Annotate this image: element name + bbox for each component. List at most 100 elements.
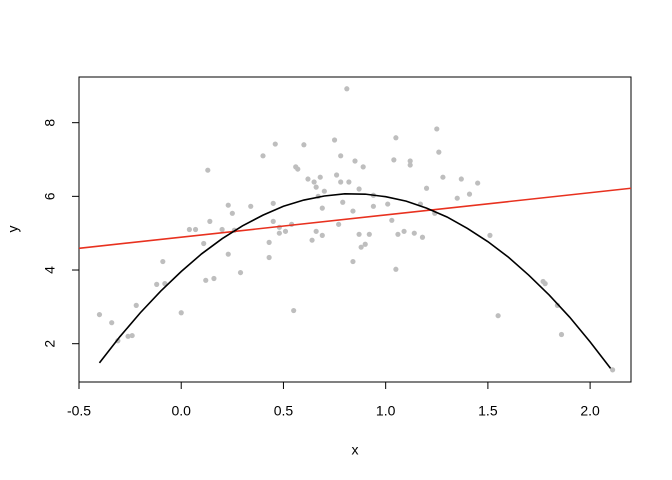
- point: [270, 200, 276, 206]
- point: [291, 307, 297, 314]
- x-tick-label: -0.5: [67, 403, 91, 419]
- point: [362, 241, 368, 247]
- point: [352, 158, 358, 164]
- point: [229, 210, 235, 216]
- point: [192, 226, 199, 233]
- point: [542, 281, 548, 287]
- point: [203, 277, 209, 283]
- point: [366, 231, 372, 237]
- point: [301, 142, 307, 148]
- point: [309, 237, 315, 243]
- point: [237, 269, 244, 276]
- point: [401, 228, 407, 234]
- point: [338, 179, 344, 185]
- point: [350, 258, 356, 265]
- point: [201, 240, 207, 247]
- point: [319, 232, 325, 238]
- point: [340, 199, 346, 205]
- point: [475, 180, 481, 186]
- point: [385, 201, 391, 207]
- x-tick-label: 0.5: [274, 403, 294, 419]
- point: [610, 367, 616, 373]
- point: [266, 239, 272, 245]
- point: [186, 226, 192, 233]
- point: [336, 221, 342, 227]
- point: [205, 167, 211, 173]
- point: [495, 313, 501, 319]
- point: [305, 176, 311, 182]
- point: [133, 302, 139, 308]
- point: [266, 254, 272, 261]
- point: [219, 226, 225, 233]
- point: [260, 153, 266, 159]
- point: [331, 137, 338, 143]
- point: [419, 234, 426, 240]
- point: [338, 153, 344, 159]
- x-tick-label: 2.0: [580, 403, 600, 419]
- point: [393, 135, 399, 141]
- point: [334, 172, 340, 178]
- fit-line: [78, 187, 632, 250]
- point: [160, 258, 166, 265]
- point: [207, 218, 213, 224]
- point: [313, 228, 319, 234]
- y-tick-label: 6: [42, 192, 58, 200]
- point: [389, 217, 395, 223]
- plot-box: [78, 76, 632, 383]
- point: [356, 186, 362, 192]
- point: [125, 333, 131, 339]
- point: [313, 184, 319, 190]
- point: [319, 205, 325, 211]
- point: [466, 191, 473, 197]
- point: [276, 230, 282, 236]
- point: [423, 185, 430, 191]
- point: [558, 331, 565, 338]
- x-axis-label: x: [352, 442, 359, 458]
- point: [487, 232, 493, 238]
- point: [370, 203, 376, 209]
- point: [407, 158, 413, 164]
- point: [154, 281, 160, 287]
- y-axis-label: y: [5, 226, 21, 233]
- point: [270, 218, 276, 224]
- point: [344, 86, 350, 92]
- y-tick-label: 2: [42, 340, 58, 348]
- point: [311, 179, 317, 185]
- point: [282, 228, 289, 234]
- point: [346, 179, 352, 185]
- point: [407, 162, 413, 168]
- point: [434, 126, 440, 132]
- point: [321, 188, 327, 194]
- point: [454, 195, 460, 201]
- point: [395, 231, 401, 237]
- x-tick-label: 1.5: [478, 403, 498, 419]
- fit-line: [98, 192, 612, 369]
- point: [295, 166, 301, 172]
- point: [554, 302, 561, 308]
- point: [358, 244, 364, 250]
- y-tick-label: 8: [42, 119, 58, 127]
- point: [391, 157, 397, 163]
- point: [96, 311, 103, 318]
- point: [178, 310, 184, 316]
- point: [393, 266, 399, 272]
- point: [248, 203, 254, 209]
- point: [436, 149, 442, 155]
- point: [129, 332, 135, 339]
- point: [317, 174, 323, 180]
- point: [360, 164, 366, 170]
- point: [211, 275, 217, 282]
- point: [109, 320, 115, 326]
- point: [225, 202, 231, 208]
- x-tick-label: 1.0: [376, 403, 396, 419]
- point: [225, 251, 231, 257]
- point: [411, 230, 417, 236]
- point: [440, 174, 446, 180]
- point: [272, 141, 278, 147]
- point: [350, 208, 356, 214]
- point: [356, 231, 362, 237]
- point: [458, 176, 464, 182]
- y-tick-label: 4: [42, 266, 58, 274]
- x-tick-label: 0.0: [171, 403, 191, 419]
